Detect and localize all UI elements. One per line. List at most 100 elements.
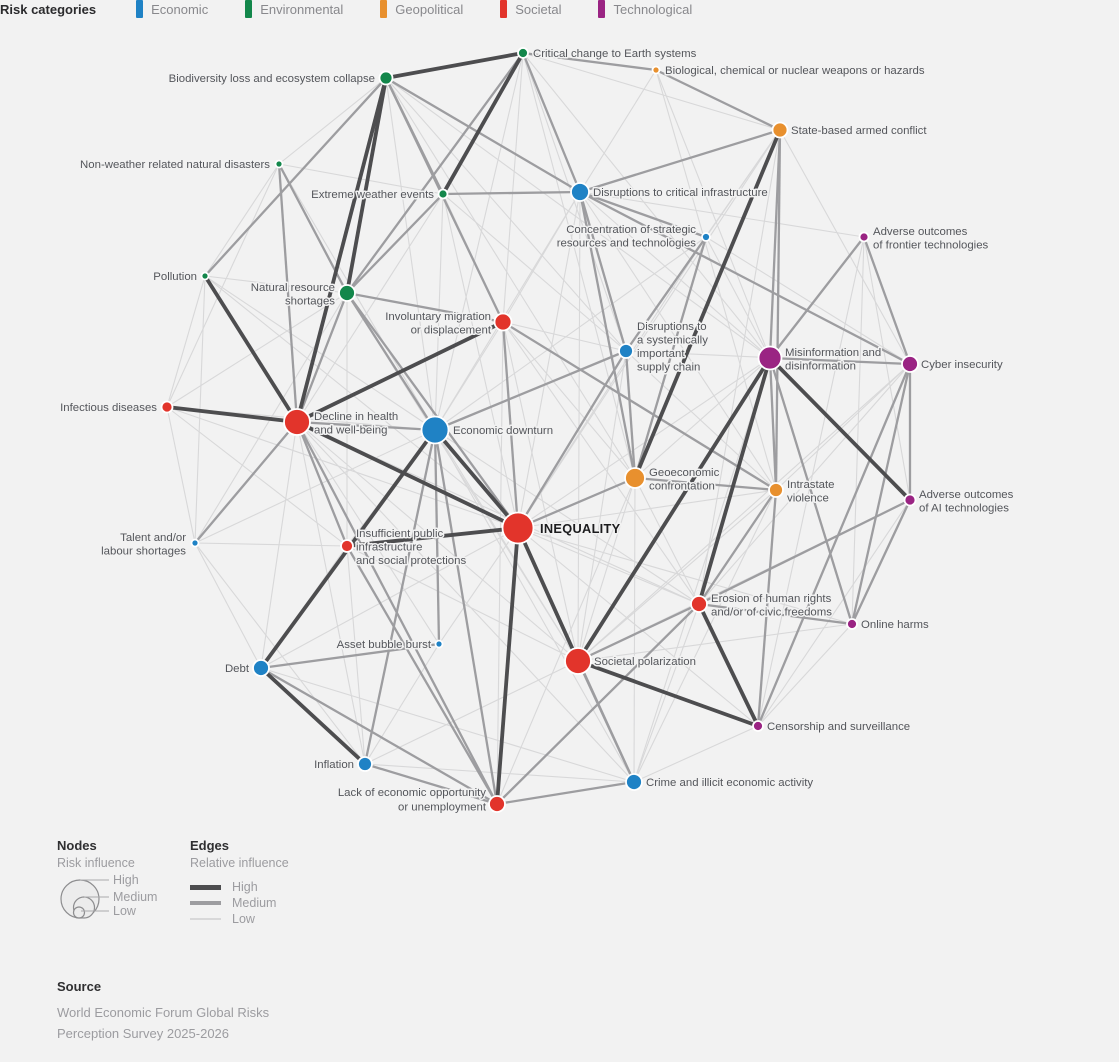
edge-misinformation-disinformation--inequality (517, 357, 771, 529)
edge-involuntary-migration--inequality (501, 321, 520, 529)
risk-node-pollution[interactable] (200, 271, 210, 281)
edge-critical-change-earth-systems--involuntary-migration (502, 52, 524, 323)
risk-node-disruptions-critical-infrastructure[interactable] (570, 182, 590, 202)
risk-label-adverse-outcomes-frontier-tech: Adverse outcomes of frontier technologies (873, 226, 989, 252)
risk-node-natural-resource-shortages[interactable] (338, 284, 356, 302)
edge-decline-health-wellbeing--insufficient-public-infrastructure (295, 421, 349, 547)
edge-involuntary-migration--decline-health-wellbeing (296, 320, 504, 424)
edge-state-based-armed-conflict--disruptions-critical-infrastructure (579, 128, 781, 194)
risk-node-economic-downturn[interactable] (420, 415, 450, 445)
risk-label-cyber-insecurity: Cyber insecurity (921, 359, 1003, 371)
edge-intrastate-violence--inequality (517, 489, 777, 529)
risk-node-talent-labour-shortages[interactable] (190, 538, 200, 548)
edge-decline-health-wellbeing--inequality (296, 420, 519, 530)
economic-label: Economic (151, 1, 209, 17)
edge-state-based-armed-conflict--geoeconomic-confrontation (633, 129, 782, 479)
edge-involuntary-migration--geoeconomic-confrontation (502, 321, 636, 479)
risk-node-cyber-insecurity[interactable] (901, 355, 919, 373)
risk-label-crime-illicit-economic-activity: Crime and illicit economic activity (646, 777, 813, 789)
risk-node-censorship-surveillance[interactable] (752, 720, 764, 732)
risk-node-misinformation-disinformation[interactable] (757, 345, 783, 371)
edge-weight-high-swatch (190, 884, 221, 890)
node-level-high: High (113, 873, 139, 887)
node-size-legend-icon: High Medium Low (60, 873, 157, 919)
risk-node-erosion-human-rights[interactable] (690, 595, 708, 613)
risk-node-online-harms[interactable] (846, 618, 858, 630)
edge-societal-polarization--inflation (364, 660, 579, 765)
edge-supply-chain-disruptions--intrastate-violence (625, 350, 777, 491)
societal-label: Societal (515, 1, 562, 17)
edge-legend-row-medium: Medium (190, 895, 289, 911)
edge-critical-change-earth-systems--extreme-weather-events (441, 52, 525, 195)
edge-cyber-insecurity--societal-polarization (577, 363, 911, 662)
risk-node-decline-health-wellbeing[interactable] (283, 408, 311, 436)
risk-node-insufficient-public-infrastructure[interactable] (340, 539, 354, 553)
risk-node-geoeconomic-confrontation[interactable] (624, 467, 646, 489)
risk-label-non-weather-natural-disasters: Non-weather related natural disasters (80, 159, 270, 171)
economic-color-swatch (136, 0, 144, 18)
risk-label-involuntary-migration: Involuntary migration or displacement (385, 311, 492, 337)
edge-critical-change-earth-systems--misinformation-disinformation (522, 52, 771, 359)
risk-node-state-based-armed-conflict[interactable] (771, 121, 789, 139)
edge-extreme-weather-events--decline-health-wellbeing (296, 193, 444, 423)
edge-misinformation-disinformation--crime-illicit-economic-activity (633, 357, 771, 783)
risk-categories-legend: Risk categories Economic Environmental G… (0, 0, 1119, 18)
risk-label-talent-labour-shortages: Talent and/or labour shortages (101, 532, 186, 558)
risk-node-adverse-outcomes-frontier-tech[interactable] (858, 231, 870, 243)
risk-label-intrastate-violence: Intrastate violence (787, 479, 835, 505)
risk-node-lack-economic-opportunity[interactable] (488, 795, 506, 813)
risk-node-critical-change-earth-systems[interactable] (517, 47, 529, 59)
edge-disruptions-critical-infrastructure--misinformation-disinformation (579, 191, 771, 359)
edge-misinformation-disinformation--geoeconomic-confrontation (634, 357, 771, 479)
edge-legend-row-high: High (190, 879, 289, 895)
category-item-societal: Societal (500, 0, 561, 18)
edge-adverse-outcomes-frontier-tech--misinformation-disinformation (769, 236, 865, 359)
risk-node-debt[interactable] (252, 659, 270, 677)
risk-categories-title: Risk categories (0, 1, 97, 17)
edge-economic-downturn--talent-labour-shortages (194, 429, 436, 544)
risk-node-biological-chemical-nuclear-weapons[interactable] (651, 65, 661, 75)
risk-node-inequality[interactable] (501, 511, 535, 545)
risk-node-supply-chain-disruptions[interactable] (618, 343, 634, 359)
edge-misinformation-disinformation--intrastate-violence (768, 357, 778, 491)
edge-debt--crime-illicit-economic-activity (260, 667, 635, 783)
risk-node-asset-bubble-burst[interactable] (434, 639, 444, 649)
edge-critical-change-earth-systems--state-based-armed-conflict (522, 52, 781, 131)
edge-state-based-armed-conflict--inequality (517, 129, 781, 529)
edge-extreme-weather-events--inequality (442, 193, 519, 529)
risk-label-misinformation-disinformation: Misinformation and disinformation (785, 347, 881, 373)
edge-online-harms--censorship-surveillance (757, 623, 853, 727)
risk-node-societal-polarization[interactable] (564, 647, 592, 675)
edge-natural-resource-shortages--economic-downturn (346, 292, 436, 431)
risk-node-intrastate-violence[interactable] (768, 482, 784, 498)
edge-talent-labour-shortages--debt (194, 542, 262, 669)
risk-node-inflation[interactable] (357, 756, 373, 772)
risk-node-concentration-strategic-resources[interactable] (701, 232, 711, 242)
edge-biodiversity-loss--supply-chain-disruptions (385, 77, 627, 352)
risk-node-crime-illicit-economic-activity[interactable] (625, 773, 643, 791)
edge-involuntary-migration--intrastate-violence (502, 321, 777, 491)
risk-node-involuntary-migration[interactable] (493, 312, 513, 332)
edge-erosion-human-rights--societal-polarization (577, 602, 700, 663)
edge-concentration-strategic-resources--inequality (517, 236, 707, 529)
edge-economic-downturn--inflation (363, 429, 437, 765)
edge-non-weather-natural-disasters--infectious-diseases (166, 163, 280, 408)
risk-label-concentration-strategic-resources: Concentration of strategic resources and … (557, 224, 697, 250)
edge-critical-change-earth-systems--disruptions-critical-infrastructure (521, 52, 582, 193)
societal-color-swatch (500, 0, 508, 18)
risk-node-infectious-diseases[interactable] (160, 400, 174, 414)
edge-talent-labour-shortages--insufficient-public-infrastructure (194, 542, 348, 547)
category-item-technological: Technological (598, 0, 692, 18)
edge-adverse-outcomes-frontier-tech--cyber-insecurity (862, 236, 912, 365)
risk-label-infectious-diseases: Infectious diseases (60, 402, 157, 414)
risk-node-biodiversity-loss[interactable] (378, 70, 394, 86)
risk-label-adverse-outcomes-ai: Adverse outcomes of AI technologies (919, 489, 1014, 515)
edge-erosion-human-rights--online-harms (698, 602, 853, 626)
risk-node-adverse-outcomes-ai[interactable] (903, 493, 917, 507)
edge-talent-labour-shortages--inflation (194, 542, 366, 765)
risk-label-geoeconomic-confrontation: Geoeconomic confrontation (649, 467, 720, 493)
risk-node-non-weather-natural-disasters[interactable] (274, 159, 284, 169)
risk-node-extreme-weather-events[interactable] (437, 188, 449, 200)
edge-intrastate-violence--societal-polarization (577, 489, 777, 662)
